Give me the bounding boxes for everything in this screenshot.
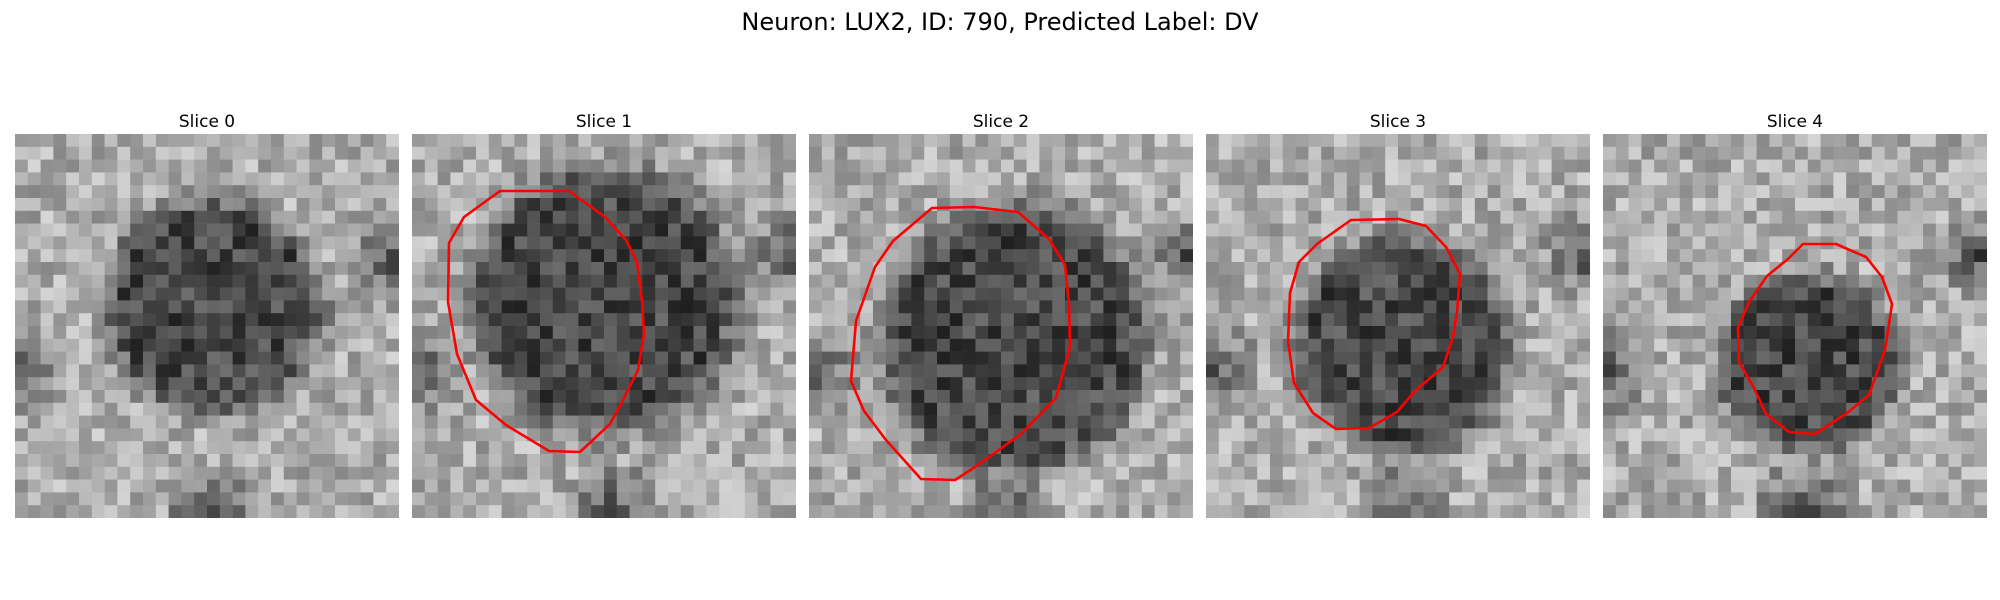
slice-title: Slice 2 <box>809 110 1193 134</box>
slice-title: Slice 1 <box>412 110 796 134</box>
grayscale-image-1 <box>412 134 796 518</box>
figure-title: Neuron: LUX2, ID: 790, Predicted Label: … <box>0 8 2000 36</box>
slice-panel-2: Slice 2 <box>809 110 1193 518</box>
grayscale-image-4 <box>1603 134 1987 518</box>
slice-image <box>15 134 399 518</box>
grayscale-image-2 <box>809 134 1193 518</box>
slice-title: Slice 3 <box>1206 110 1590 134</box>
slice-image <box>809 134 1193 518</box>
pixel-grid <box>412 134 796 518</box>
pixel-grid <box>15 134 399 518</box>
slice-panel-4: Slice 4 <box>1603 110 1987 518</box>
slice-image <box>1206 134 1590 518</box>
grayscale-image-3 <box>1206 134 1590 518</box>
pixel-grid <box>1206 134 1590 518</box>
slice-panel-1: Slice 1 <box>412 110 796 518</box>
slice-title: Slice 4 <box>1603 110 1987 134</box>
slice-image <box>412 134 796 518</box>
pixel-grid <box>1603 134 1987 518</box>
slice-panel-0: Slice 0 <box>15 110 399 518</box>
pixel-grid <box>809 134 1193 518</box>
grayscale-image-0 <box>15 134 399 518</box>
slice-panel-3: Slice 3 <box>1206 110 1590 518</box>
slice-image <box>1603 134 1987 518</box>
slice-title: Slice 0 <box>15 110 399 134</box>
